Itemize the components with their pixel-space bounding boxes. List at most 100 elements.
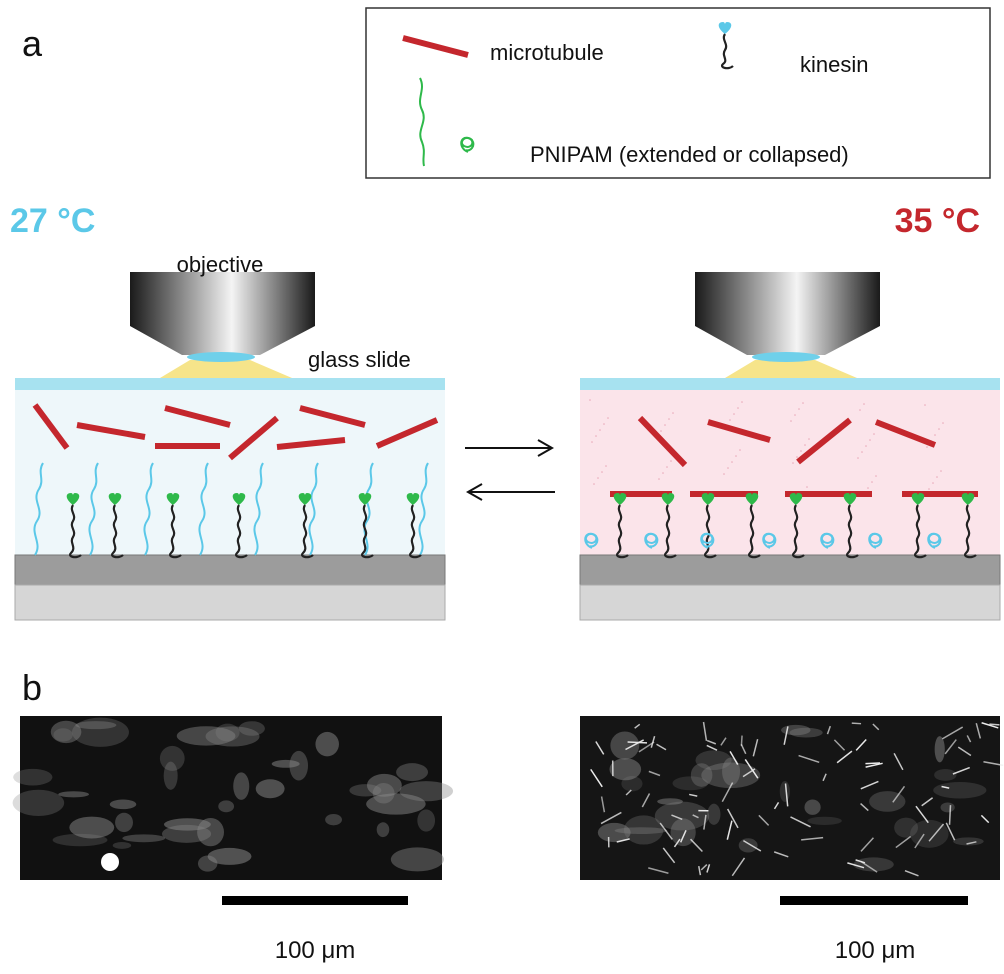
background-dot: [595, 435, 597, 437]
light-cone: [160, 360, 292, 378]
legend-text: PNIPAM (extended or collapsed): [530, 142, 849, 167]
background-dot: [924, 404, 926, 406]
heating-stage: [15, 585, 445, 620]
background-dot: [808, 438, 810, 440]
temperature-label: 35 °C: [895, 202, 980, 240]
panel-label: a: [22, 23, 43, 64]
background-dot: [605, 465, 607, 467]
temperature-label: 27 °C: [10, 202, 95, 240]
objective-label: objective: [177, 252, 264, 277]
micrograph-blob: [941, 802, 955, 812]
background-dot: [593, 483, 595, 485]
micrograph-blob: [391, 847, 444, 871]
diagram-layer: [15, 272, 1000, 620]
background-dot: [607, 417, 609, 419]
objective-lens: [752, 352, 820, 362]
micrograph-blob: [377, 822, 390, 837]
objective: [130, 272, 315, 355]
glass-slide-label: glass slide: [308, 347, 411, 372]
micrograph-blob: [122, 834, 165, 842]
background-dot: [794, 414, 796, 416]
background-dot: [796, 456, 798, 458]
micrograph-filament: [950, 805, 951, 825]
background-dot: [792, 462, 794, 464]
micrograph-blob: [869, 791, 905, 812]
scale-bar: [780, 896, 968, 905]
background-dot: [869, 439, 871, 441]
micrograph-blob: [696, 750, 732, 770]
background-dot: [733, 413, 735, 415]
chamber: [580, 390, 1000, 555]
micrograph-blob: [13, 790, 65, 816]
micrograph-blob: [256, 779, 285, 798]
glass-slide: [580, 378, 1000, 390]
background-dot: [804, 444, 806, 446]
background-dot: [670, 460, 672, 462]
background-dot: [729, 419, 731, 421]
legend-text: microtubule: [490, 40, 604, 65]
background-dot: [859, 409, 861, 411]
background-dot: [867, 487, 869, 489]
micrograph-blob: [804, 800, 820, 815]
micrograph-blob: [162, 825, 211, 843]
micrograph-blob: [933, 782, 986, 799]
micrograph-blob: [233, 772, 249, 800]
micrograph-blob: [58, 791, 89, 797]
background-dot: [942, 422, 944, 424]
background-dot: [662, 472, 664, 474]
arrow-right: [465, 440, 552, 456]
background-dot: [727, 467, 729, 469]
micrograph-blob: [325, 814, 342, 825]
micrograph-blob: [75, 721, 116, 729]
background-dot: [934, 434, 936, 436]
micrograph-blob: [739, 838, 758, 852]
micrograph-blob: [935, 736, 945, 762]
micrograph-filament: [852, 723, 861, 724]
micrograph-blob: [208, 848, 252, 865]
background-dot: [940, 470, 942, 472]
background-dot: [806, 486, 808, 488]
background-dot: [873, 433, 875, 435]
micrograph-spot: [101, 853, 119, 871]
legend-text: kinesin: [800, 52, 868, 77]
background-dot: [861, 451, 863, 453]
micrograph-blob: [934, 769, 956, 781]
objective-lens: [187, 352, 255, 362]
background-dot: [928, 488, 930, 490]
background-dot: [664, 424, 666, 426]
background-dot: [601, 471, 603, 473]
micrograph-blob: [807, 817, 842, 825]
background-dot: [800, 450, 802, 452]
background-dot: [798, 408, 800, 410]
background-dot: [589, 399, 591, 401]
background-dot: [731, 461, 733, 463]
figure: a microtubule kinesin PNIPAM (extended o…: [0, 0, 1004, 974]
light-cone: [725, 360, 857, 378]
scale-bar: [222, 896, 408, 905]
background-dot: [926, 446, 928, 448]
micrograph-blob: [624, 815, 663, 844]
background-dot: [737, 407, 739, 409]
heating-stage: [580, 585, 1000, 620]
background-dot: [672, 412, 674, 414]
background-dot: [865, 445, 867, 447]
objective: [695, 272, 880, 355]
micrograph-blob: [610, 731, 639, 759]
micrograph-blob: [160, 746, 185, 771]
background-dot: [668, 418, 670, 420]
background-dot: [591, 441, 593, 443]
micrograph-filament: [865, 763, 880, 764]
micrograph-blob: [707, 804, 720, 825]
micrograph-blob: [315, 732, 339, 756]
micrograph-blob: [417, 809, 435, 831]
micrograph-blob: [113, 842, 131, 849]
micrograph-blob: [367, 774, 402, 797]
micrograph-blob: [69, 817, 114, 839]
micrograph-blob: [218, 800, 234, 812]
scale-bar-label: 100 μm: [275, 937, 356, 964]
background-dot: [936, 476, 938, 478]
background-dot: [666, 466, 668, 468]
background-dot: [599, 429, 601, 431]
micrograph-blob: [115, 813, 133, 832]
background-dot: [597, 477, 599, 479]
